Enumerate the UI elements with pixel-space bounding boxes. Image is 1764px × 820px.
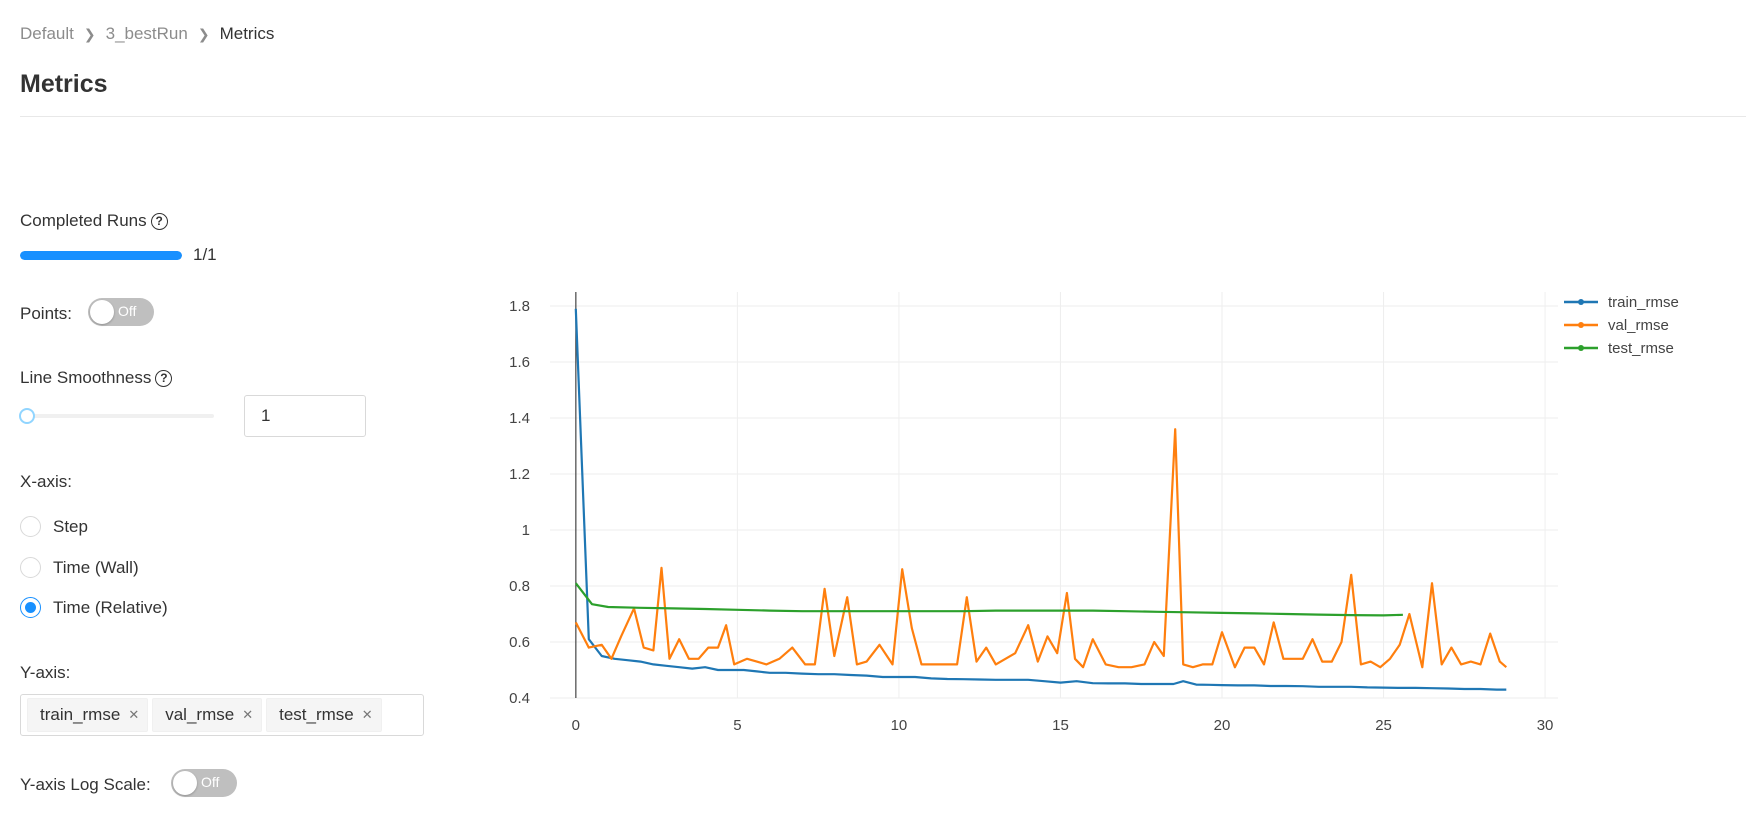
ylog-label: Y-axis Log Scale: <box>20 775 151 794</box>
x-tick-label: 25 <box>1375 717 1392 734</box>
x-tick-label: 10 <box>891 717 908 734</box>
x-tick-label: 5 <box>733 717 741 734</box>
chevron-right-icon: ❯ <box>197 25 210 42</box>
series-line-train_rmse <box>574 308 1507 691</box>
line-smoothness-label: Line Smoothness? <box>20 368 173 388</box>
completed-runs-label: Completed Runs? <box>20 211 168 231</box>
yaxis-tag: test_rmse ✕ <box>266 698 382 732</box>
y-tick-label: 0.4 <box>509 690 530 707</box>
radio-circle-checked[interactable] <box>20 597 41 618</box>
close-icon[interactable]: ✕ <box>361 707 373 722</box>
x-tick-label: 0 <box>572 717 580 734</box>
y-tick-label: 1.6 <box>509 354 530 371</box>
close-icon[interactable]: ✕ <box>242 707 254 722</box>
divider <box>20 116 1746 117</box>
yaxis-tag: train_rmse ✕ <box>27 698 149 732</box>
y-tick-label: 1.2 <box>509 466 530 483</box>
help-icon[interactable]: ? <box>155 369 173 387</box>
points-label: Points: <box>20 304 72 323</box>
legend-marker <box>1578 345 1584 351</box>
xaxis-option-label: Time (Relative) <box>53 597 168 617</box>
xaxis-label: X-axis: <box>20 472 72 491</box>
breadcrumb: Default ❯ 3_bestRun ❯ Metrics <box>20 24 274 44</box>
yaxis-tag: val_rmse ✕ <box>152 698 263 732</box>
ylog-toggle-text: Off <box>201 774 220 790</box>
legend-label: train_rmse <box>1608 294 1679 311</box>
y-tick-label: 1.4 <box>509 410 530 427</box>
y-tick-label: 0.6 <box>509 634 530 651</box>
progress-fill <box>20 251 182 260</box>
points-toggle-text: Off <box>118 303 137 319</box>
line-smoothness-text: Line Smoothness <box>20 368 152 387</box>
x-tick-label: 20 <box>1214 717 1231 734</box>
ylog-toggle[interactable]: Off <box>171 769 237 797</box>
smoothness-input[interactable] <box>244 395 366 437</box>
breadcrumb-item-run[interactable]: 3_bestRun <box>105 24 188 43</box>
page-title: Metrics <box>20 70 108 98</box>
metrics-chart[interactable]: 0.4 0.6 0.8 1 1.2 1.4 1.6 1.8 0 5 10 15 20 25 30 train_… <box>480 280 1720 760</box>
xaxis-option-relative[interactable]: Time (Relative) <box>20 597 168 618</box>
radio-circle[interactable] <box>20 516 41 537</box>
xaxis-option-step[interactable]: Step <box>20 516 88 537</box>
tag-label: test_rmse <box>279 705 354 724</box>
legend-label: val_rmse <box>1608 317 1669 334</box>
tag-label: train_rmse <box>40 705 121 724</box>
yaxis-select[interactable]: train_rmse ✕ val_rmse ✕ test_rmse ✕ <box>20 694 424 736</box>
series-line-test_rmse <box>574 582 1403 617</box>
radio-circle[interactable] <box>20 557 41 578</box>
xaxis-option-label: Time (Wall) <box>53 557 139 577</box>
series-line-val_rmse <box>574 428 1508 669</box>
close-icon[interactable]: ✕ <box>128 707 140 722</box>
completed-runs-value: 1/1 <box>193 245 217 264</box>
legend-marker <box>1578 322 1584 328</box>
xaxis-option-wall[interactable]: Time (Wall) <box>20 557 139 578</box>
completed-runs-progress <box>20 251 182 260</box>
xaxis-option-label: Step <box>53 516 88 536</box>
x-tick-label: 15 <box>1052 717 1069 734</box>
y-tick-label: 0.8 <box>509 578 530 595</box>
help-icon[interactable]: ? <box>150 212 168 230</box>
breadcrumb-item-default[interactable]: Default <box>20 24 74 43</box>
y-tick-label: 1.8 <box>509 298 530 315</box>
completed-runs-text: Completed Runs <box>20 211 147 230</box>
points-toggle[interactable]: Off <box>88 298 154 326</box>
legend-label: test_rmse <box>1608 340 1674 357</box>
toggle-knob <box>173 771 197 795</box>
smoothness-slider-handle[interactable] <box>19 408 35 424</box>
x-tick-label: 30 <box>1537 717 1554 734</box>
breadcrumb-current: Metrics <box>219 24 275 43</box>
y-tick-label: 1 <box>522 522 530 539</box>
legend-marker <box>1578 299 1584 305</box>
tag-label: val_rmse <box>165 705 235 724</box>
toggle-knob <box>90 300 114 324</box>
chevron-right-icon: ❯ <box>83 25 96 42</box>
smoothness-slider-track[interactable] <box>26 414 214 418</box>
yaxis-label: Y-axis: <box>20 663 71 682</box>
